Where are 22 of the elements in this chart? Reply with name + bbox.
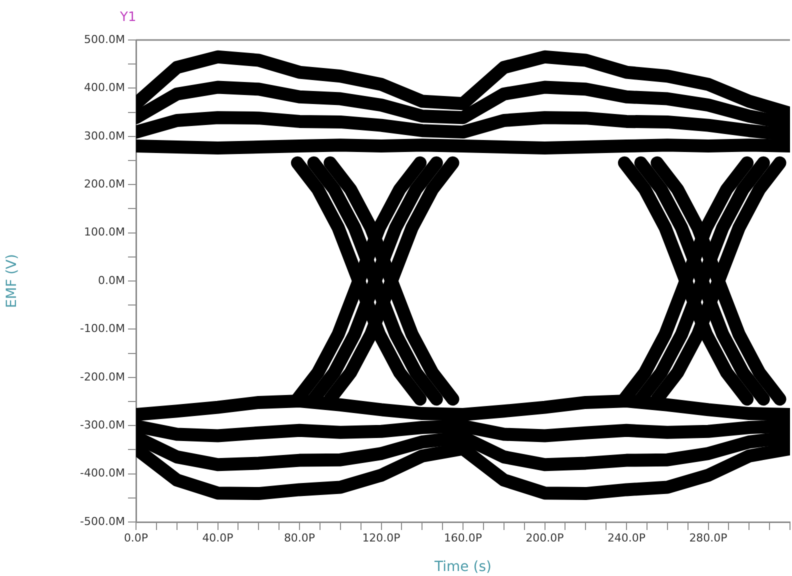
y-tick-label: -400.0M <box>80 466 125 480</box>
x-tick-label: 120.0P <box>362 531 401 544</box>
y-tick-label: -100.0M <box>80 322 125 336</box>
y-tick-label: 500.0M <box>84 32 125 46</box>
y-tick-label: 100.0M <box>84 226 125 239</box>
x-tick-label: 0.0P <box>124 531 148 544</box>
y-tick-label: 200.0M <box>84 177 125 190</box>
y-tick-label: 0.0M <box>98 274 125 287</box>
x-axis-title: Time (s) <box>434 559 492 576</box>
x-tick-label: 280.0P <box>689 531 728 544</box>
y-axis-title: EMF (V) <box>4 254 20 308</box>
y-tick-label: 300.0M <box>84 129 125 142</box>
x-tick-label: 40.0P <box>202 531 234 544</box>
x-tick-label: 160.0P <box>444 531 482 544</box>
y-tick-label: 400.0M <box>84 81 125 94</box>
y-tick-label: -200.0M <box>80 370 125 384</box>
x-tick-label: 200.0P <box>526 531 564 544</box>
text: Y1 <box>120 10 136 25</box>
y-tick-label: -500.0M <box>80 514 125 528</box>
x-tick-label: 240.0P <box>607 531 646 544</box>
y-tick-label: -300.0M <box>80 418 125 432</box>
x-tick-label: 80.0P <box>284 531 316 544</box>
